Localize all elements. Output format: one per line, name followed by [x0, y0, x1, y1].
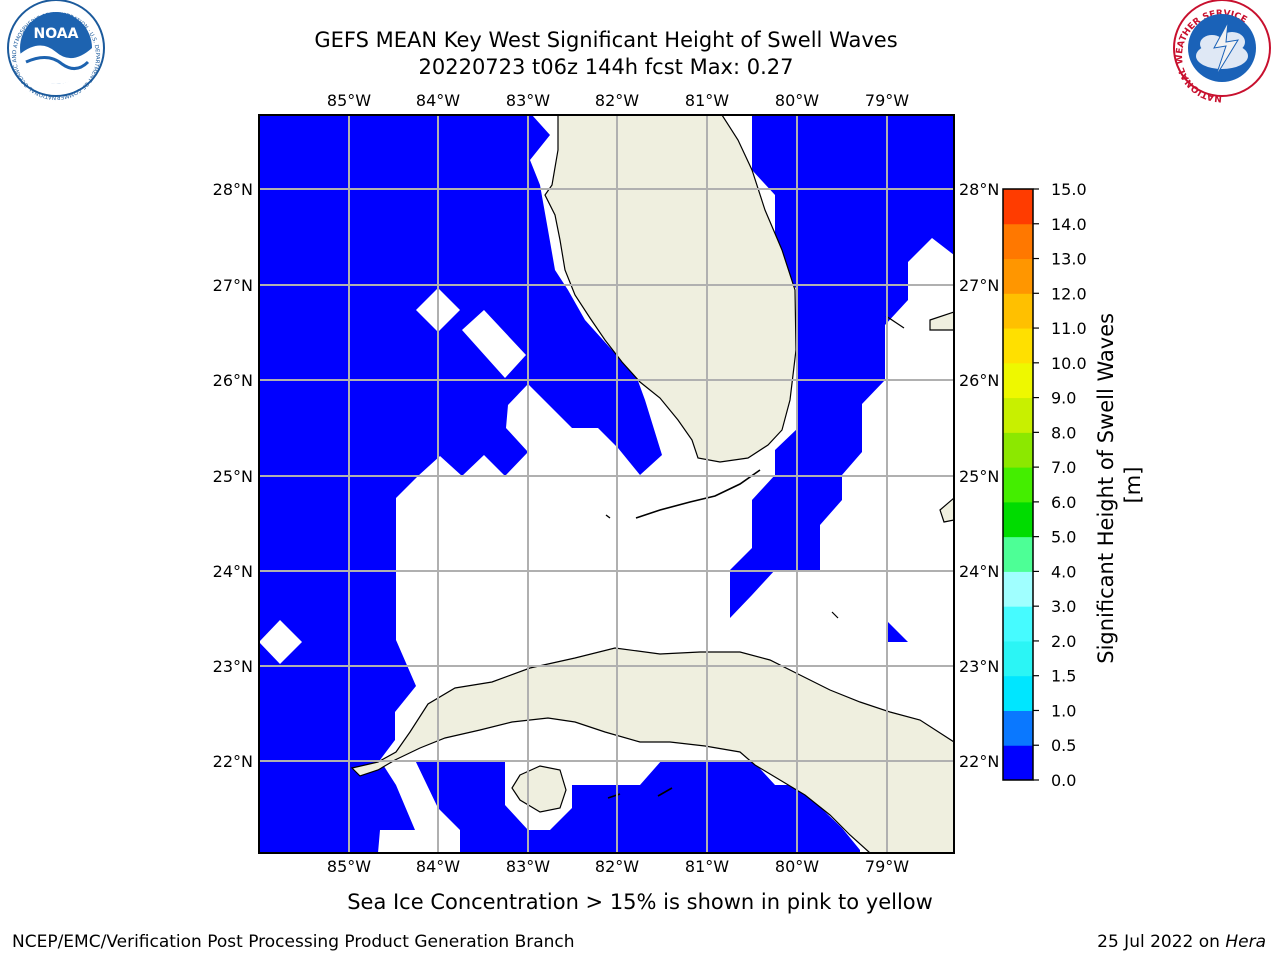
colorbar-tick-label: 1.5 [1051, 667, 1076, 686]
colorbar-segment [1003, 467, 1033, 503]
colorbar-segment [1003, 258, 1033, 294]
colorbar-segment [1003, 640, 1033, 677]
lon-label-top: 83°W [506, 91, 550, 110]
colorbar-label-line2: [m] [1121, 467, 1145, 504]
lat-label-left: 23°N [213, 657, 253, 676]
colorbar-tick-label: 12.0 [1051, 284, 1087, 303]
colorbar-label-line1: Significant Height of Swell Waves [1094, 313, 1118, 664]
colorbar-frame [1002, 188, 1034, 781]
swell-field-islet [886, 620, 908, 642]
colorbar-tick-label: 0.0 [1051, 771, 1076, 790]
colorbar-segment [1003, 501, 1033, 538]
lon-label-bottom: 84°W [416, 857, 460, 876]
colorbar-tick-label: 11.0 [1051, 319, 1087, 338]
lat-label-left: 27°N [213, 276, 253, 295]
colorbar-segment [1003, 745, 1033, 781]
noaa-logo: NATIONAL OCEANIC AND ATMOSPHERIC ADMINIS… [0, 0, 105, 100]
colorbar-segment [1003, 293, 1033, 329]
colorbar-tick-label: 14.0 [1051, 215, 1087, 234]
colorbar-tick-label: 3.0 [1051, 597, 1076, 616]
colorbar-segment [1003, 675, 1033, 711]
bahamas-land [929, 311, 954, 331]
lat-label-right: 24°N [959, 562, 999, 581]
lon-label-top: 80°W [775, 91, 819, 110]
map-panel: 85°W 84°W 83°W 82°W 81°W 80°W 79°W 85°W … [213, 91, 1000, 876]
lat-label-right: 28°N [959, 180, 999, 199]
footer-date-text: 25 Jul 2022 on [1097, 932, 1226, 952]
colorbar-segment [1003, 397, 1033, 433]
swell-field-south [415, 760, 860, 853]
colorbar-tick-label: 5.0 [1051, 528, 1076, 547]
map-frame [258, 114, 955, 854]
lon-label-top: 79°W [865, 91, 909, 110]
colorbar-segment [1003, 223, 1033, 260]
lon-label-top: 81°W [685, 91, 729, 110]
lon-label-bottom: 85°W [327, 857, 371, 876]
colorbar-tick-label: 0.5 [1051, 736, 1076, 755]
colorbar-tick-label: 15.0 [1051, 180, 1087, 199]
colorbar-tick-label: 8.0 [1051, 423, 1076, 442]
nws-logo: NATIONAL WEATHER SERVICE [1173, 0, 1271, 103]
lon-label-top: 84°W [416, 91, 460, 110]
lon-label-bottom: 83°W [506, 857, 550, 876]
lat-label-right: 23°N [959, 657, 999, 676]
lat-label-left: 24°N [213, 562, 253, 581]
colorbar-tick-label: 1.0 [1051, 701, 1076, 720]
lon-label-bottom: 80°W [775, 857, 819, 876]
colorbar-segment [1003, 710, 1033, 746]
colorbar-segment [1003, 432, 1033, 468]
colorbar-tick-label: 13.0 [1051, 250, 1087, 269]
lon-label-bottom: 82°W [595, 857, 639, 876]
colorbar-segment [1003, 189, 1033, 225]
colorbar-segment [1003, 536, 1033, 572]
lat-label-right: 25°N [959, 467, 999, 486]
lat-label-left: 26°N [213, 371, 253, 390]
colorbar-segment [1003, 328, 1033, 364]
colorbar-label: Significant Height of Swell Waves [m] [1094, 306, 1145, 664]
lon-label-bottom: 79°W [865, 857, 909, 876]
florida-land [544, 115, 797, 463]
colorbar-tick-label: 9.0 [1051, 389, 1076, 408]
colorbar-tick-label: 4.0 [1051, 562, 1076, 581]
footer-credit: NCEP/EMC/Verification Post Processing Pr… [12, 932, 575, 952]
gridlines [259, 115, 954, 853]
cuba-land [350, 647, 954, 853]
chart-title: GEFS MEAN Key West Significant Height of… [314, 28, 898, 52]
lon-label-top: 82°W [595, 91, 639, 110]
sea-ice-note: Sea Ice Concentration > 15% is shown in … [347, 890, 933, 914]
lat-label-left: 22°N [213, 752, 253, 771]
lon-label-top: 85°W [327, 91, 371, 110]
lon-label-bottom: 81°W [685, 857, 729, 876]
footer-system: Hera [1225, 932, 1266, 952]
colorbar-segment [1003, 571, 1033, 607]
footer-date: 25 Jul 2022 on Hera [1097, 932, 1266, 952]
lat-label-left: 28°N [213, 180, 253, 199]
noaa-logo-text: NOAA [34, 26, 79, 42]
colorbar-tick-label: 6.0 [1051, 493, 1076, 512]
isla-juventud-land [511, 765, 567, 813]
chart-subtitle: 20220723 t06z 144h fcst Max: 0.27 [418, 55, 794, 79]
lat-label-left: 25°N [213, 467, 253, 486]
colorbar-tick-label: 10.0 [1051, 354, 1087, 373]
colorbar-segment [1003, 606, 1033, 642]
lat-label-right: 22°N [959, 752, 999, 771]
swell-field-east [730, 115, 954, 618]
lat-label-right: 27°N [959, 276, 999, 295]
colorbar-tick-label: 7.0 [1051, 458, 1076, 477]
colorbar-tick-label: 2.0 [1051, 632, 1076, 651]
swell-field-west [259, 115, 662, 853]
colorbar: 0.0 0.5 1.0 1.5 2.0 3.0 4.0 5.0 6.0 7.0 8.0 9.0 10.0… [1002, 180, 1087, 790]
lat-label-right: 26°N [959, 371, 999, 390]
colorbar-segment [1003, 362, 1033, 399]
florida-keys [635, 469, 761, 519]
